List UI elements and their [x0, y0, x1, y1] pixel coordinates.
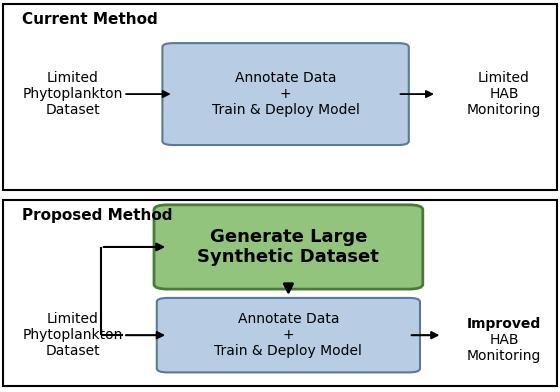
- Text: Current Method: Current Method: [22, 12, 158, 27]
- FancyBboxPatch shape: [157, 298, 420, 372]
- Text: Annotate Data
+
Train & Deploy Model: Annotate Data + Train & Deploy Model: [212, 71, 360, 117]
- FancyBboxPatch shape: [162, 43, 409, 145]
- FancyBboxPatch shape: [154, 205, 423, 289]
- Text: Limited
Phytoplankton
Dataset: Limited Phytoplankton Dataset: [22, 71, 123, 117]
- Text: Proposed Method: Proposed Method: [22, 208, 173, 223]
- Text: Limited
HAB
Monitoring: Limited HAB Monitoring: [467, 71, 541, 117]
- Text: HAB
Monitoring: HAB Monitoring: [467, 333, 541, 363]
- Text: Improved: Improved: [467, 318, 541, 331]
- Text: Generate Large
Synthetic Dataset: Generate Large Synthetic Dataset: [198, 228, 379, 266]
- Text: Annotate Data
+
Train & Deploy Model: Annotate Data + Train & Deploy Model: [214, 312, 362, 358]
- Text: Limited
Phytoplankton
Dataset: Limited Phytoplankton Dataset: [22, 312, 123, 358]
